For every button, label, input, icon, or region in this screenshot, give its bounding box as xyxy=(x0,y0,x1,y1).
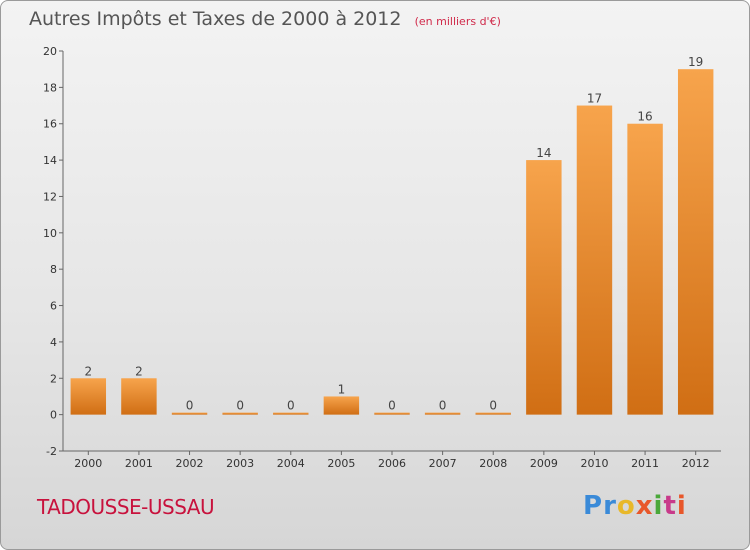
x-tick-label: 2007 xyxy=(429,457,457,470)
logo-letter: i xyxy=(653,491,664,521)
x-tick-label: 2005 xyxy=(327,457,355,470)
logo-letter: t xyxy=(663,491,677,521)
bar-2001 xyxy=(121,378,157,415)
bars xyxy=(70,69,714,415)
bar-2007 xyxy=(424,412,461,415)
bar-value-label: 0 xyxy=(287,399,295,413)
y-tick-label: 18 xyxy=(43,81,57,94)
bar-value-label: 0 xyxy=(236,399,244,413)
bar-2009 xyxy=(526,160,562,415)
bar-2005 xyxy=(323,396,360,415)
bar-value-label: 14 xyxy=(536,146,551,160)
bar-value-label: 0 xyxy=(439,399,447,413)
bar-2000 xyxy=(70,378,107,415)
y-tick-label: 20 xyxy=(43,45,57,58)
x-tick-label: 2010 xyxy=(580,457,608,470)
x-tick-label: 2006 xyxy=(378,457,406,470)
y-tick-label: 16 xyxy=(43,118,57,131)
bar-2003 xyxy=(222,412,258,415)
bar-2012 xyxy=(677,69,714,415)
commune-name: TADOUSSE-USSAU xyxy=(37,495,215,519)
x-tick-label: 2003 xyxy=(226,457,254,470)
bar-value-label: 2 xyxy=(135,364,143,378)
bar-value-label: 17 xyxy=(587,92,602,106)
proxiti-logo: Proxiti xyxy=(583,491,687,521)
bar-2004 xyxy=(273,412,309,415)
bar-value-label: 0 xyxy=(186,399,194,413)
bar-value-label: 0 xyxy=(489,399,497,413)
logo-letter: x xyxy=(635,491,654,521)
bar-2002 xyxy=(171,412,208,415)
chart-title: Autres Impôts et Taxes de 2000 à 2012 xyxy=(29,8,402,30)
y-tick-label: 14 xyxy=(43,154,57,167)
bar-2008 xyxy=(475,412,511,415)
logo-letter: i xyxy=(676,491,687,521)
y-tick-label: 12 xyxy=(43,190,57,203)
bar-2011 xyxy=(627,123,663,415)
y-tick-label: -2 xyxy=(46,445,57,458)
bar-value-label: 2 xyxy=(84,364,92,378)
logo-letter: o xyxy=(616,491,636,521)
y-tick-label: 4 xyxy=(50,336,57,349)
logo-letter: r xyxy=(603,491,617,521)
bar-2010 xyxy=(576,105,613,415)
x-tick-label: 2011 xyxy=(631,457,659,470)
y-tick-label: 0 xyxy=(50,409,57,422)
bar-value-label: 16 xyxy=(637,110,652,124)
unit-note: (en milliers d'€) xyxy=(414,15,501,28)
title-row: Autres Impôts et Taxes de 2000 à 2012 (e… xyxy=(29,8,501,30)
bar-labels: 2 2 0 0 0 1 0 0 0 14 17 16 19 xyxy=(84,55,703,412)
y-tick-label: 8 xyxy=(50,263,57,276)
x-tick-label: 2001 xyxy=(125,457,153,470)
x-tick-label: 2000 xyxy=(74,457,102,470)
x-tick-label: 2008 xyxy=(479,457,507,470)
y-tick-label: 10 xyxy=(43,227,57,240)
x-tick-label: 2009 xyxy=(530,457,558,470)
x-tick-label: 2002 xyxy=(176,457,204,470)
logo-letter: P xyxy=(583,491,604,521)
bar-value-label: 0 xyxy=(388,399,396,413)
y-tick-label: 6 xyxy=(50,300,57,313)
bar-value-label: 19 xyxy=(688,55,703,69)
bar-2006 xyxy=(374,412,410,415)
y-tick-label: 2 xyxy=(50,372,57,385)
bar-value-label: 1 xyxy=(338,382,346,396)
x-tick-label: 2012 xyxy=(682,457,710,470)
x-tick-label: 2004 xyxy=(277,457,305,470)
